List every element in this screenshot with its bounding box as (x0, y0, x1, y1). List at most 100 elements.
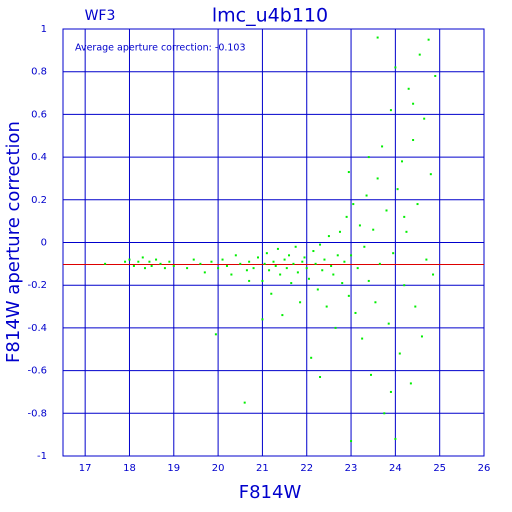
point (354, 311, 357, 314)
point (365, 194, 368, 197)
point (423, 117, 426, 120)
point (159, 262, 162, 265)
point (225, 264, 228, 267)
point (378, 262, 381, 265)
point (310, 356, 313, 359)
x-tick-label: 25 (433, 463, 446, 474)
point (248, 279, 251, 282)
chart-subtitle: WF3 (85, 8, 116, 24)
y-tick-label: 0.2 (31, 195, 47, 206)
point (234, 254, 237, 257)
point (401, 160, 404, 163)
point (279, 273, 282, 276)
point (383, 412, 386, 415)
y-tick-label: -0.8 (27, 408, 47, 419)
point (137, 260, 140, 263)
y-tick-label: -0.6 (27, 366, 47, 377)
point (186, 267, 189, 270)
point (381, 145, 384, 148)
point (263, 262, 266, 265)
point (327, 235, 330, 238)
point (141, 256, 144, 259)
point (261, 318, 264, 321)
x-axis-label: F814W (239, 482, 302, 503)
point (292, 262, 295, 265)
point (305, 267, 308, 270)
point (272, 260, 275, 263)
point (143, 267, 146, 270)
point (243, 401, 246, 404)
point (248, 260, 251, 263)
point (155, 258, 158, 261)
point (303, 256, 306, 259)
point (356, 267, 359, 270)
point (314, 262, 317, 265)
point (385, 209, 388, 212)
point (407, 87, 410, 90)
point (288, 254, 291, 257)
x-tick-label: 17 (79, 463, 92, 474)
point (429, 173, 432, 176)
point (394, 66, 397, 69)
point (290, 282, 293, 285)
x-tick-label: 23 (345, 463, 358, 474)
point (128, 258, 131, 261)
point (321, 269, 324, 272)
point (392, 252, 395, 255)
point (261, 279, 264, 282)
point (396, 188, 399, 191)
x-tick-label: 21 (256, 463, 269, 474)
point (132, 264, 135, 267)
point (345, 215, 348, 218)
point (372, 228, 375, 231)
point (403, 284, 406, 287)
point (325, 305, 328, 308)
point (376, 177, 379, 180)
y-tick-label: 0 (41, 238, 47, 249)
point (434, 74, 437, 77)
x-tick-label: 19 (167, 463, 180, 474)
point (330, 264, 333, 267)
point (336, 254, 339, 257)
point (252, 267, 255, 270)
point (412, 139, 415, 142)
point (367, 156, 370, 159)
point (323, 258, 326, 261)
point (192, 258, 195, 261)
y-tick-label: 0.8 (31, 67, 47, 78)
point (403, 215, 406, 218)
point (347, 171, 350, 174)
y-tick-label: 0.4 (31, 152, 47, 163)
point (245, 269, 248, 272)
point (363, 245, 366, 248)
point (332, 273, 335, 276)
point (283, 258, 286, 261)
x-tick-label: 26 (478, 463, 491, 474)
point (307, 277, 310, 280)
point (148, 260, 151, 263)
point (296, 271, 299, 274)
point (418, 53, 421, 56)
point (239, 262, 242, 265)
x-tick-label: 20 (212, 463, 225, 474)
point (150, 264, 153, 267)
point (172, 264, 175, 267)
point (285, 267, 288, 270)
point (319, 376, 322, 379)
point (398, 352, 401, 355)
plot-frame (62, 28, 485, 457)
point (358, 224, 361, 227)
chart-title: lmc_u4b110 (212, 5, 328, 27)
point (256, 256, 259, 259)
point (352, 203, 355, 206)
point (163, 267, 166, 270)
point (281, 314, 284, 317)
x-tick-label: 22 (300, 463, 313, 474)
point (341, 282, 344, 285)
point (427, 38, 430, 41)
point (214, 333, 217, 336)
point (334, 326, 337, 329)
point (265, 252, 268, 255)
point (217, 267, 220, 270)
